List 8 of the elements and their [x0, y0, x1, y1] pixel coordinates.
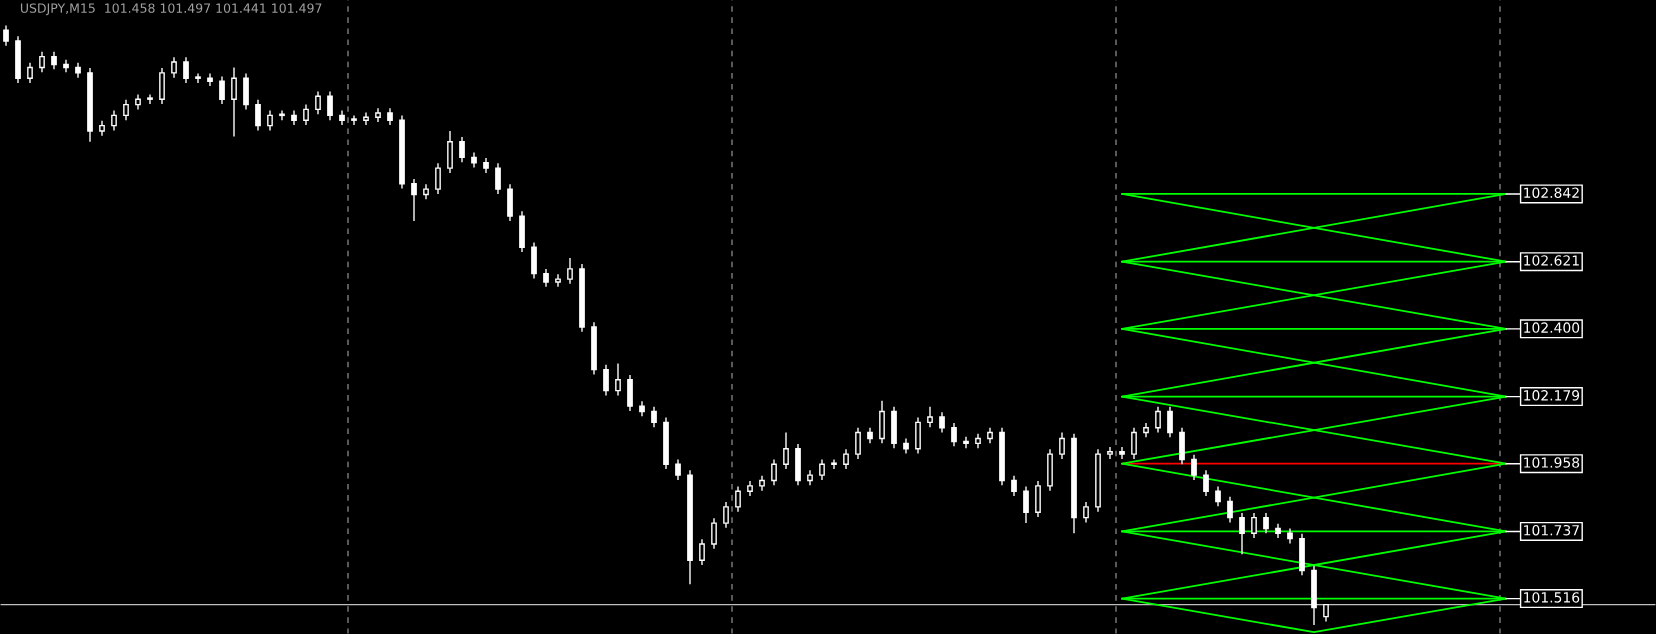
chart-title: USDJPY,M15 101.458 101.497 101.441 101.497 — [20, 3, 322, 16]
series-label: 102.621 — [1524, 255, 1579, 266]
series-label: 102.400 — [1524, 322, 1580, 333]
series-label: 101.958 — [1524, 457, 1580, 468]
series-label: 101.516 — [1524, 592, 1580, 603]
series-label: 101.737 — [1524, 524, 1579, 536]
series-label: 102.842 — [1524, 187, 1579, 198]
series-label: 102.179 — [1524, 390, 1580, 401]
